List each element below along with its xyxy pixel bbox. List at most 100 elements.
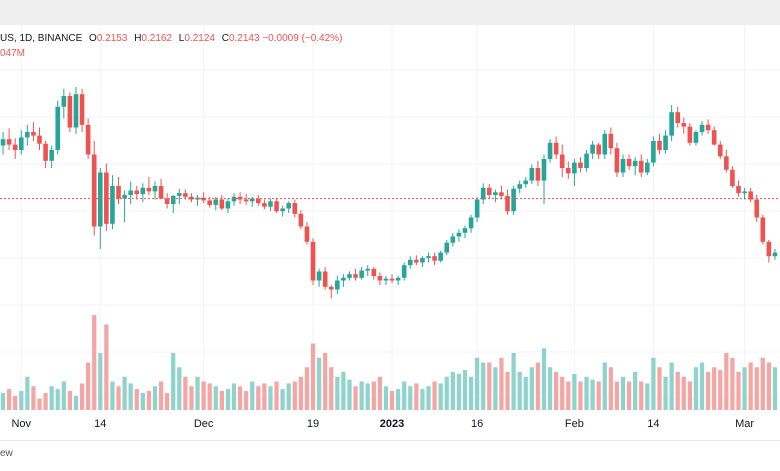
- candle-body: [389, 278, 395, 281]
- candle-body: [73, 94, 79, 128]
- volume-bar: [523, 376, 528, 410]
- high-label: H: [134, 33, 142, 44]
- volume-bar: [55, 389, 60, 410]
- volume-bar: [25, 376, 30, 410]
- volume-bar: [633, 372, 638, 410]
- x-tick-label: Dec: [193, 418, 214, 430]
- volume-bar: [304, 367, 310, 410]
- x-tick-label: Mar: [735, 418, 755, 430]
- candle-body: [602, 133, 608, 155]
- candle-body: [474, 199, 480, 218]
- candle-body: [158, 186, 164, 199]
- candle-body: [322, 271, 328, 287]
- candle-body: [256, 198, 261, 204]
- candle-body: [243, 199, 249, 202]
- volume-bar: [547, 367, 553, 410]
- volume-bar: [292, 381, 297, 410]
- candle-body: [347, 274, 352, 278]
- candle-body: [207, 200, 213, 205]
- low-value: 0.2124: [184, 33, 215, 44]
- candle-body: [632, 160, 638, 167]
- volume-bar: [614, 381, 620, 410]
- grid-lines: [0, 25, 780, 410]
- candle-body: [420, 258, 425, 263]
- volume-bar: [92, 315, 97, 410]
- candle-body: [760, 217, 766, 242]
- volume-bar: [554, 372, 559, 410]
- candle-body: [292, 203, 298, 214]
- volume-bar: [742, 367, 747, 410]
- candle-body: [359, 270, 364, 278]
- candle-body: [231, 196, 237, 202]
- volume-bar: [13, 395, 18, 410]
- volume-bar: [529, 367, 534, 410]
- x-tick-label: 16: [471, 418, 484, 430]
- volume-bar: [560, 376, 565, 410]
- candle-body: [316, 271, 322, 281]
- volume-bar: [183, 376, 188, 410]
- volume-bar: [724, 353, 729, 410]
- candle-body: [79, 94, 85, 125]
- candle-body: [626, 159, 632, 167]
- candle-body: [505, 195, 510, 212]
- candle-body: [49, 150, 54, 161]
- volume-bar: [79, 383, 85, 410]
- candle-body: [766, 241, 772, 257]
- candle-body: [559, 154, 565, 168]
- volume-bar: [772, 367, 778, 410]
- candle-body: [462, 228, 468, 233]
- volume-bar: [456, 373, 462, 410]
- candle-body: [711, 130, 717, 145]
- candle-body: [444, 242, 450, 253]
- volume-bar: [493, 367, 498, 410]
- candle-body: [693, 132, 699, 143]
- high-value: 0.2162: [141, 33, 173, 44]
- candle-body: [213, 199, 219, 205]
- volume-bar: [620, 376, 626, 410]
- low-label: L: [178, 33, 185, 44]
- candle-body: [18, 137, 24, 150]
- x-tick-label: 2023: [379, 418, 405, 430]
- candle-body: [164, 198, 170, 204]
- candle-body: [620, 159, 626, 173]
- volume-bar: [244, 391, 249, 410]
- candle-body: [578, 162, 583, 168]
- volume-bar: [681, 376, 686, 410]
- volume-bar: [268, 386, 273, 410]
- candle-body: [565, 168, 571, 174]
- x-tick-label: 14: [94, 418, 107, 430]
- candle-body: [426, 256, 431, 258]
- volume-bars: [0, 315, 778, 410]
- volume-bar: [444, 376, 449, 410]
- volume-bar: [98, 353, 103, 410]
- candle-body: [262, 203, 267, 207]
- candle-body: [699, 124, 705, 132]
- candle-body: [407, 259, 413, 266]
- volume-bar: [256, 386, 261, 410]
- volume-bar: [760, 357, 765, 410]
- volume-bar: [572, 373, 577, 410]
- candle-body: [438, 252, 443, 261]
- volume-bar: [499, 357, 504, 410]
- candle-body: [91, 154, 97, 227]
- candle-body: [395, 277, 401, 281]
- candle-body: [298, 213, 304, 227]
- candles: [0, 87, 778, 299]
- candle-body: [170, 195, 176, 204]
- volume-bar: [73, 395, 79, 410]
- candle-body: [529, 168, 535, 181]
- candle-body: [651, 141, 656, 163]
- volume-bar: [31, 386, 36, 410]
- volume-bar: [298, 376, 303, 410]
- candle-body: [249, 198, 255, 202]
- volume-bar: [353, 386, 358, 410]
- candle-body: [274, 201, 279, 212]
- volume-bar: [511, 353, 516, 410]
- volume-bar: [61, 381, 66, 410]
- candle-body: [717, 144, 723, 157]
- candle-body: [25, 132, 30, 138]
- volume-bar: [645, 383, 650, 410]
- close-label: C: [221, 33, 229, 44]
- volume-bar: [541, 348, 547, 410]
